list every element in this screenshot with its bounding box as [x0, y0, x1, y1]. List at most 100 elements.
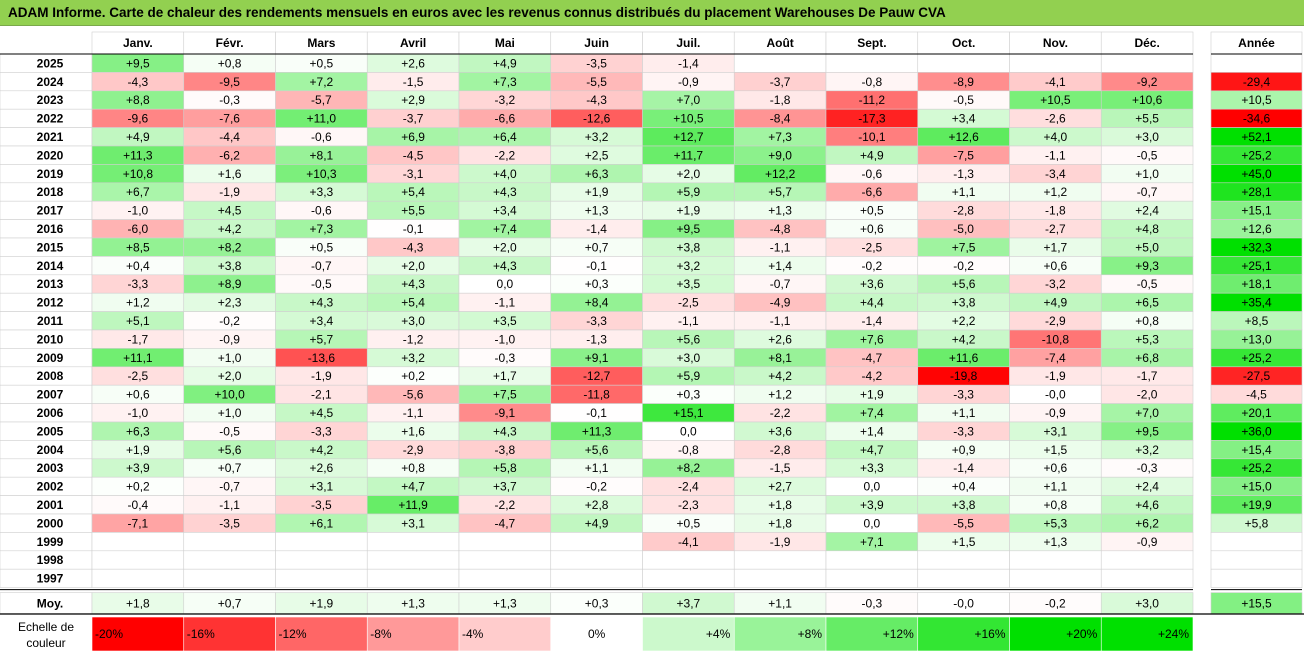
column-header-Mars: Mars	[307, 36, 335, 50]
heatmap-cell-value: +0,3	[585, 277, 609, 291]
heatmap-cell-value: -12,7	[583, 369, 611, 383]
annual-cell-value: +45,0	[1241, 167, 1272, 181]
heatmap-cell-value: +7,4	[860, 406, 884, 420]
heatmap-cell-value: -1,3	[586, 332, 607, 346]
heatmap-cell-value: +1,3	[1044, 535, 1068, 549]
scale-swatch	[642, 616, 735, 652]
heatmap-cell-value: -0,7	[1137, 185, 1158, 199]
year-label-2024: 2024	[37, 75, 64, 89]
heatmap-cell-value: -4,1	[678, 535, 699, 549]
heatmap-cell-value: +9,1	[585, 351, 609, 365]
avg-cell-value: -0,2	[1045, 596, 1066, 610]
avg-cell-value: +1,1	[768, 596, 792, 610]
heatmap-cell-value: -4,7	[862, 351, 883, 365]
year-label-2008: 2008	[37, 369, 64, 383]
heatmap-cell-value: +4,2	[310, 443, 334, 457]
year-label-2003: 2003	[37, 461, 64, 475]
annual-header: Année	[1238, 36, 1275, 50]
heatmap-cell-value: +6,3	[585, 167, 609, 181]
heatmap-cell-value: +3,5	[493, 314, 517, 328]
annual-cell-value: +15,0	[1241, 480, 1272, 494]
heatmap-cell-value: -3,3	[311, 424, 332, 438]
heatmap-cell-value: -9,2	[1137, 75, 1158, 89]
heatmap-cell-value: +3,6	[768, 424, 792, 438]
heatmap-cell	[183, 568, 276, 588]
heatmap-cell-value: +5,8	[493, 461, 517, 475]
heatmap-cell-value: -0,4	[128, 498, 149, 512]
heatmap-cell-value: +3,1	[401, 516, 425, 530]
heatmap-cell-value: -1,9	[770, 535, 791, 549]
heatmap-cell-value: -3,1	[403, 167, 424, 181]
annual-cell-value: +13,0	[1241, 332, 1272, 346]
year-label-2013: 2013	[37, 277, 64, 291]
heatmap-cell-value: +4,2	[768, 369, 792, 383]
heatmap-cell-value: -1,0	[495, 332, 516, 346]
heatmap-cell-value: +11,3	[123, 148, 153, 162]
heatmap-cell-value: -1,4	[953, 461, 974, 475]
annual-cell-value: +36,0	[1241, 424, 1272, 438]
heatmap-cell-value: -0,1	[403, 222, 424, 236]
heatmap-cell-value: +1,4	[860, 424, 884, 438]
heatmap-cell-value: +11,3	[582, 424, 612, 438]
heatmap-cell-value: +2,6	[401, 56, 425, 70]
heatmap-cell-value: -17,3	[858, 112, 886, 126]
heatmap-cell-value: -1,0	[128, 204, 149, 218]
heatmap-cell-value: +3,4	[493, 204, 517, 218]
heatmap-cell-value: -6,6	[495, 112, 516, 126]
annual-cell	[1210, 550, 1303, 570]
heatmap-cell-value: +1,9	[860, 388, 884, 402]
heatmap-cell-value: +10,3	[306, 167, 337, 181]
heatmap-cell-value: +5,1	[126, 314, 150, 328]
heatmap-cell-value: +0,2	[401, 369, 425, 383]
heatmap-cell	[458, 532, 552, 552]
heatmap-cell	[642, 568, 735, 588]
heatmap-grid: Janv. Févr. Mars Avril Mai Juin Juil. Août Sept.…	[0, 31, 1304, 652]
heatmap-cell-value: +4,9	[860, 148, 884, 162]
scale-label: +20%	[1066, 627, 1097, 641]
heatmap-cell-value: -3,4	[1045, 167, 1066, 181]
scale-label: +4%	[706, 627, 731, 641]
avg-cell-value: +0,7	[218, 596, 242, 610]
heatmap-cell-value: +0,8	[1135, 314, 1159, 328]
heatmap-cell	[183, 550, 276, 570]
heatmap-cell-value: -1,9	[311, 369, 332, 383]
heatmap-cell	[642, 550, 735, 570]
heatmap-cell-value: +7,2	[310, 75, 334, 89]
title-bar: ADAM Informe. Carte de chaleur des rende…	[0, 0, 1304, 26]
scale-swatch	[1100, 616, 1194, 652]
heatmap-cell-value: +6,8	[1135, 351, 1159, 365]
heatmap-cell-value: +3,2	[585, 130, 609, 144]
heatmap-cell-value: -0,3	[495, 351, 516, 365]
heatmap-cell-value: +6,5	[1135, 296, 1159, 310]
heatmap-cell-value: +0,5	[310, 56, 334, 70]
heatmap-cell-value: +4,9	[126, 130, 150, 144]
heatmap-cell	[91, 568, 185, 588]
heatmap-cell-value: -4,5	[403, 148, 424, 162]
heatmap-cell-value: +3,8	[677, 240, 701, 254]
annual-cell-value: +15,4	[1241, 443, 1272, 457]
annual-cell-value: +5,8	[1245, 516, 1269, 530]
heatmap-cell-value: +3,8	[952, 296, 976, 310]
heatmap-cell-value: -1,3	[953, 167, 974, 181]
heatmap-cell-value: -0,5	[1137, 277, 1158, 291]
heatmap-cell	[550, 550, 643, 570]
heatmap-cell-value: +3,1	[1044, 424, 1068, 438]
heatmap-cell-value: -0,5	[1137, 148, 1158, 162]
heatmap-cell-value: +0,4	[126, 259, 150, 273]
heatmap-cell-value: -11,2	[859, 93, 886, 107]
heatmap-cell	[550, 568, 643, 588]
heatmap-cell	[825, 53, 919, 73]
heatmap-cell-value: -3,5	[219, 516, 240, 530]
heatmap-cell	[91, 550, 185, 570]
scale-label: -16%	[187, 627, 215, 641]
heatmap-cell-value: -3,5	[311, 498, 332, 512]
scale-label-line1: Echelle de	[18, 620, 74, 634]
year-label-2014: 2014	[37, 259, 64, 273]
heatmap-cell-value: -2,2	[770, 406, 791, 420]
heatmap-cell-value: -10,1	[858, 130, 886, 144]
heatmap-cell-value: +7,0	[677, 93, 701, 107]
heatmap-cell-value: -11,8	[583, 388, 610, 402]
heatmap-cell-value: +1,9	[585, 185, 609, 199]
heatmap-cell	[917, 53, 1010, 73]
heatmap-cell-value: +10,0	[214, 388, 245, 402]
